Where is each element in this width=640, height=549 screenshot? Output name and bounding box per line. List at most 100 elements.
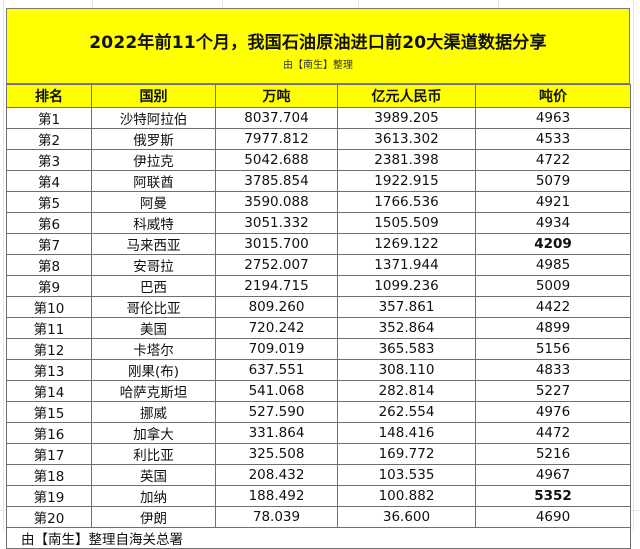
- cell-price[interactable]: 5227: [475, 380, 631, 402]
- cell-rmb[interactable]: 357.861: [337, 296, 476, 318]
- cell-price[interactable]: 4976: [475, 401, 631, 423]
- cell-country[interactable]: 利比亚: [91, 443, 216, 465]
- cell-rmb[interactable]: 3989.205: [337, 107, 476, 129]
- cell-rank[interactable]: 第13: [6, 359, 92, 381]
- cell-price[interactable]: 4690: [475, 506, 631, 528]
- cell-country[interactable]: 加纳: [91, 485, 216, 507]
- cell-rank[interactable]: 第5: [6, 191, 92, 213]
- cell-price[interactable]: 4934: [475, 212, 631, 234]
- cell-price[interactable]: 4985: [475, 254, 631, 276]
- cell-tons[interactable]: 3590.088: [215, 191, 338, 213]
- cell-rank[interactable]: 第3: [6, 149, 92, 171]
- cell-tons[interactable]: 541.068: [215, 380, 338, 402]
- cell-rmb[interactable]: 308.110: [337, 359, 476, 381]
- cell-tons[interactable]: 3051.332: [215, 212, 338, 234]
- header-country[interactable]: 国别: [91, 84, 216, 108]
- cell-rmb[interactable]: 100.882: [337, 485, 476, 507]
- cell-price[interactable]: 4963: [475, 107, 631, 129]
- cell-rmb[interactable]: 1099.236: [337, 275, 476, 297]
- cell-price[interactable]: 4899: [475, 317, 631, 339]
- cell-price[interactable]: 5216: [475, 443, 631, 465]
- cell-tons[interactable]: 7977.812: [215, 128, 338, 150]
- cell-rmb[interactable]: 1766.536: [337, 191, 476, 213]
- cell-tons[interactable]: 78.039: [215, 506, 338, 528]
- cell-rank[interactable]: 第14: [6, 380, 92, 402]
- cell-rmb[interactable]: 1505.509: [337, 212, 476, 234]
- cell-tons[interactable]: 527.590: [215, 401, 338, 423]
- cell-rmb[interactable]: 1922.915: [337, 170, 476, 192]
- cell-rmb[interactable]: 1269.122: [337, 233, 476, 255]
- cell-rmb[interactable]: 3613.302: [337, 128, 476, 150]
- cell-country[interactable]: 挪威: [91, 401, 216, 423]
- cell-rank[interactable]: 第2: [6, 128, 92, 150]
- cell-country[interactable]: 哥伦比亚: [91, 296, 216, 318]
- cell-rank[interactable]: 第19: [6, 485, 92, 507]
- cell-country[interactable]: 伊朗: [91, 506, 216, 528]
- cell-rmb[interactable]: 365.583: [337, 338, 476, 360]
- cell-price[interactable]: 4533: [475, 128, 631, 150]
- cell-tons[interactable]: 2194.715: [215, 275, 338, 297]
- cell-price[interactable]: 4722: [475, 149, 631, 171]
- cell-price[interactable]: 5352: [475, 485, 631, 507]
- cell-price[interactable]: 4209: [475, 233, 631, 255]
- cell-tons[interactable]: 188.492: [215, 485, 338, 507]
- cell-rmb[interactable]: 103.535: [337, 464, 476, 486]
- header-rmb[interactable]: 亿元人民币: [337, 84, 476, 108]
- cell-country[interactable]: 阿曼: [91, 191, 216, 213]
- cell-country[interactable]: 沙特阿拉伯: [91, 107, 216, 129]
- cell-rmb[interactable]: 282.814: [337, 380, 476, 402]
- cell-country[interactable]: 刚果(布): [91, 359, 216, 381]
- cell-tons[interactable]: 809.260: [215, 296, 338, 318]
- cell-rank[interactable]: 第18: [6, 464, 92, 486]
- cell-rank[interactable]: 第20: [6, 506, 92, 528]
- cell-tons[interactable]: 720.242: [215, 317, 338, 339]
- cell-tons[interactable]: 709.019: [215, 338, 338, 360]
- cell-price[interactable]: 4422: [475, 296, 631, 318]
- cell-rank[interactable]: 第8: [6, 254, 92, 276]
- cell-rank[interactable]: 第1: [6, 107, 92, 129]
- cell-tons[interactable]: 331.864: [215, 422, 338, 444]
- cell-rank[interactable]: 第9: [6, 275, 92, 297]
- cell-tons[interactable]: 208.432: [215, 464, 338, 486]
- header-price[interactable]: 吨价: [475, 84, 631, 108]
- cell-country[interactable]: 卡塔尔: [91, 338, 216, 360]
- cell-rmb[interactable]: 352.864: [337, 317, 476, 339]
- cell-country[interactable]: 巴西: [91, 275, 216, 297]
- cell-rmb[interactable]: 148.416: [337, 422, 476, 444]
- cell-tons[interactable]: 5042.688: [215, 149, 338, 171]
- cell-price[interactable]: 4921: [475, 191, 631, 213]
- cell-price[interactable]: 4967: [475, 464, 631, 486]
- header-tons[interactable]: 万吨: [215, 84, 338, 108]
- cell-country[interactable]: 英国: [91, 464, 216, 486]
- cell-rank[interactable]: 第15: [6, 401, 92, 423]
- cell-rank[interactable]: 第4: [6, 170, 92, 192]
- cell-rank[interactable]: 第17: [6, 443, 92, 465]
- cell-tons[interactable]: 3015.700: [215, 233, 338, 255]
- cell-price[interactable]: 4472: [475, 422, 631, 444]
- cell-price[interactable]: 5156: [475, 338, 631, 360]
- cell-tons[interactable]: 2752.007: [215, 254, 338, 276]
- cell-tons[interactable]: 325.508: [215, 443, 338, 465]
- cell-country[interactable]: 安哥拉: [91, 254, 216, 276]
- cell-rank[interactable]: 第16: [6, 422, 92, 444]
- header-rank[interactable]: 排名: [6, 84, 92, 108]
- cell-rank[interactable]: 第11: [6, 317, 92, 339]
- cell-price[interactable]: 5009: [475, 275, 631, 297]
- cell-country[interactable]: 科威特: [91, 212, 216, 234]
- cell-rmb[interactable]: 262.554: [337, 401, 476, 423]
- cell-price[interactable]: 4833: [475, 359, 631, 381]
- cell-country[interactable]: 加拿大: [91, 422, 216, 444]
- cell-tons[interactable]: 8037.704: [215, 107, 338, 129]
- cell-country[interactable]: 俄罗斯: [91, 128, 216, 150]
- cell-rmb[interactable]: 169.772: [337, 443, 476, 465]
- cell-rank[interactable]: 第12: [6, 338, 92, 360]
- cell-rank[interactable]: 第10: [6, 296, 92, 318]
- cell-rmb[interactable]: 36.600: [337, 506, 476, 528]
- cell-rmb[interactable]: 2381.398: [337, 149, 476, 171]
- cell-country[interactable]: 美国: [91, 317, 216, 339]
- cell-price[interactable]: 5079: [475, 170, 631, 192]
- cell-rank[interactable]: 第6: [6, 212, 92, 234]
- cell-rmb[interactable]: 1371.944: [337, 254, 476, 276]
- cell-tons[interactable]: 3785.854: [215, 170, 338, 192]
- cell-tons[interactable]: 637.551: [215, 359, 338, 381]
